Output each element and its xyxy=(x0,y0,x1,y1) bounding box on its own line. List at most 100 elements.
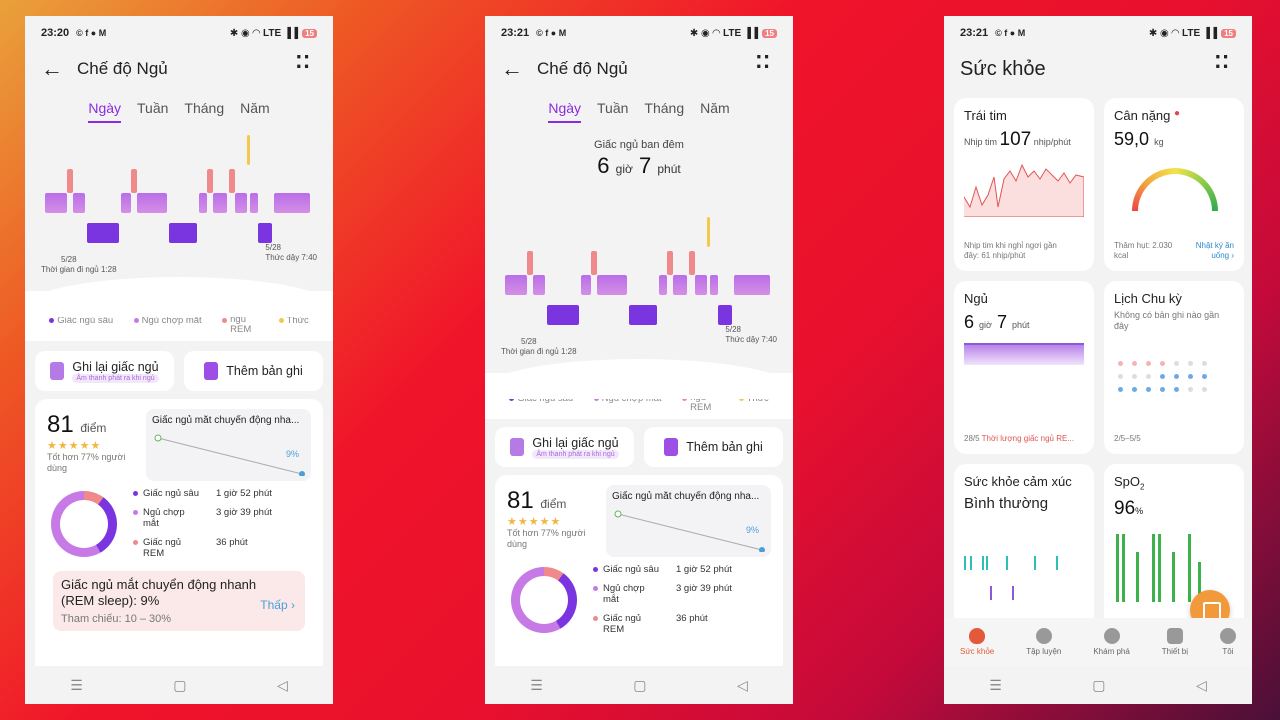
heart-card[interactable]: Trái tim Nhịp tim 107 nhịp/phút Nhịp tim… xyxy=(954,98,1094,271)
back-button[interactable]: ◁ xyxy=(736,676,748,693)
stage-bar xyxy=(689,251,695,275)
stage-bar xyxy=(581,275,591,295)
start-time: Thời gian đi ngủ 1:28 xyxy=(41,265,117,274)
start-time: Thời gian đi ngủ 1:28 xyxy=(501,347,577,356)
food-diary-link[interactable]: Nhật ký ăn uống › xyxy=(1195,241,1234,260)
home-button[interactable]: ▢ xyxy=(173,676,187,693)
stage-breakdown: Giấc ngủ sâu 1 giờ 52 phút Ngủ chợp mắt 3 … xyxy=(507,564,771,635)
note-icon xyxy=(664,438,679,456)
stage-row: Giấc ngủ REM 36 phút xyxy=(593,613,746,635)
stage-bar xyxy=(87,223,119,243)
back-arrow-icon[interactable]: ← xyxy=(501,56,523,81)
rem-advice-card[interactable]: Giấc ngủ mắt chuyển động nhanh (REM slee… xyxy=(53,571,305,631)
tab-month[interactable]: Tháng xyxy=(644,100,685,116)
sleep-card[interactable]: Ngủ 6 giờ 7 phút 28/5 Thời lượng giấc ng… xyxy=(954,281,1094,454)
status-bar: 23:21 © f ● M ✱ ◉ ◠ LTE ▐▐ 15 xyxy=(485,16,793,50)
legend-light: Ngủ chợp mắt xyxy=(133,315,202,326)
period-tabs: Ngày Tuần Tháng Năm xyxy=(25,100,333,123)
more-menu-icon[interactable]: ⁚⁚ xyxy=(755,52,771,72)
tab-discover[interactable]: Khám phá xyxy=(1093,628,1130,656)
signal-icons: ✱ ◉ ◠ LTE ▐▐ xyxy=(229,27,299,39)
more-menu-icon[interactable]: ⁚⁚ xyxy=(1214,52,1230,72)
heart-rate-chart xyxy=(963,163,1085,218)
phone-health-home: 23:21 © f ● M ✱ ◉ ◠ LTE ▐▐ 15 Sức khỏe ⁚⁚ … xyxy=(944,16,1252,704)
page-title: Chế độ Ngủ xyxy=(537,59,628,78)
sleep-score: 81 điểm xyxy=(507,487,567,514)
home-button[interactable]: ▢ xyxy=(633,676,647,693)
stage-bar xyxy=(250,193,258,213)
tab-me[interactable]: Tôi xyxy=(1219,628,1236,656)
sleep-score-card[interactable]: 81 điểm ★★★★★ Tốt hơn 77% người dùng Giấ… xyxy=(35,399,323,699)
tab-day[interactable]: Ngày xyxy=(548,100,582,123)
tab-week[interactable]: Tuần xyxy=(137,100,169,116)
status-time: 23:21 xyxy=(501,27,530,39)
sleep-hypnogram[interactable]: 5/28 Thời gian đi ngủ 1:28 5/28 Thức dậy… xyxy=(501,213,777,363)
sleep-hypnogram[interactable]: 5/28 Thời gian đi ngủ 1:28 5/28 Thức dậy… xyxy=(41,131,317,281)
rem-trend-chart[interactable]: Giấc ngủ mắt chuyển động nha... 9% xyxy=(146,409,311,481)
stage-bar xyxy=(710,275,718,295)
tab-year[interactable]: Năm xyxy=(700,100,730,116)
stage-bar xyxy=(734,275,770,295)
microphone-icon xyxy=(510,438,525,456)
page-title: Chế độ Ngủ xyxy=(77,59,168,78)
status-bar: 23:20 © f ● M ✱ ◉ ◠ LTE ▐▐ 15 xyxy=(25,16,333,50)
system-nav-bar: ☰ ▢ ◁ xyxy=(25,666,333,704)
app-bar: ← Chế độ Ngủ ⁚⁚ xyxy=(485,50,793,88)
recent-apps-button[interactable]: ☰ xyxy=(530,676,543,693)
stage-bar xyxy=(527,251,533,275)
rem-trend-chart[interactable]: Giấc ngủ mắt chuyển động nha... 9% xyxy=(606,485,771,557)
signal-icons: ✱ ◉ ◠ LTE ▐▐ xyxy=(1148,27,1218,39)
notification-icons: © f ● M xyxy=(536,28,567,38)
action-buttons: Ghi lại giấc ngủ Âm thanh phát ra khi ngủ… xyxy=(485,419,793,467)
tab-week[interactable]: Tuần xyxy=(597,100,629,116)
watch-icon xyxy=(1166,628,1183,644)
back-arrow-icon[interactable]: ← xyxy=(41,56,63,81)
more-menu-icon[interactable]: ⁚⁚ xyxy=(295,52,311,72)
stage-bar xyxy=(505,275,527,295)
recent-apps-button[interactable]: ☰ xyxy=(70,676,83,693)
tab-month[interactable]: Tháng xyxy=(184,100,225,116)
stage-bar xyxy=(673,275,687,295)
app-bar: Sức khỏe ⁚⁚ xyxy=(944,50,1252,88)
stage-bar xyxy=(707,217,710,247)
tab-workout[interactable]: Tập luyện xyxy=(1026,628,1061,656)
status-time: 23:20 xyxy=(41,27,70,39)
back-button[interactable]: ◁ xyxy=(1195,676,1207,693)
health-cards-grid: Trái tim Nhịp tim 107 nhịp/phút Nhịp tim… xyxy=(944,88,1252,637)
status-bar: 23:21 © f ● M ✱ ◉ ◠ LTE ▐▐ 15 xyxy=(944,16,1252,50)
phone-sleep-day-2: 23:21 © f ● M ✱ ◉ ◠ LTE ▐▐ 15 ← Chế độ Ngủ… xyxy=(485,16,793,704)
weight-gauge xyxy=(1132,168,1218,211)
emotion-card[interactable]: Sức khỏe cảm xúc Bình thường xyxy=(954,464,1094,637)
tab-day[interactable]: Ngày xyxy=(88,100,122,123)
tab-health[interactable]: Sức khỏe xyxy=(960,628,994,656)
tab-devices[interactable]: Thiết bị xyxy=(1162,628,1188,656)
stage-bar xyxy=(229,169,235,193)
back-button[interactable]: ◁ xyxy=(276,676,288,693)
system-nav-bar: ☰ ▢ ◁ xyxy=(485,666,793,704)
emotion-mini-chart xyxy=(964,556,1084,606)
weight-card[interactable]: Cân nặng ● 59,0 kg Thâm hụt: 2.030 kcal … xyxy=(1104,98,1244,271)
recent-apps-button[interactable]: ☰ xyxy=(989,676,1002,693)
notification-icons: © f ● M xyxy=(995,28,1026,38)
tab-year[interactable]: Năm xyxy=(240,100,270,116)
record-sleep-button[interactable]: Ghi lại giấc ngủ Âm thanh phát ra khi ngủ xyxy=(495,427,634,467)
sleep-score: 81 điểm xyxy=(47,411,107,438)
stage-bar xyxy=(45,193,67,213)
sleep-score-card[interactable]: 81 điểm ★★★★★ Tốt hơn 77% người dùng Giấ… xyxy=(495,475,783,675)
stage-row: Giấc ngủ REM 36 phút xyxy=(133,537,286,559)
cycle-card[interactable]: Lịch Chu kỳ Không có bản ghi nào gần đây… xyxy=(1104,281,1244,454)
record-sleep-button[interactable]: Ghi lại giấc ngủ Âm thanh phát ra khi ngủ xyxy=(35,351,174,391)
add-record-button[interactable]: Thêm bản ghi xyxy=(644,427,783,467)
stage-bar xyxy=(591,251,597,275)
stage-bar xyxy=(718,305,732,325)
rem-level: Thấp › xyxy=(260,598,295,612)
stage-bar xyxy=(137,193,167,213)
night-sleep-summary: Giấc ngủ ban đêm 6 giờ 7 phút xyxy=(594,139,684,178)
rem-percent: 9% xyxy=(285,449,299,459)
comparison-text: Tốt hơn 77% người dùng xyxy=(47,452,126,473)
curve-divider xyxy=(485,359,793,399)
add-record-button[interactable]: Thêm bản ghi xyxy=(184,351,323,391)
sleep-mini-chart xyxy=(964,343,1084,365)
battery-icon: 15 xyxy=(762,28,777,38)
home-button[interactable]: ▢ xyxy=(1092,676,1106,693)
